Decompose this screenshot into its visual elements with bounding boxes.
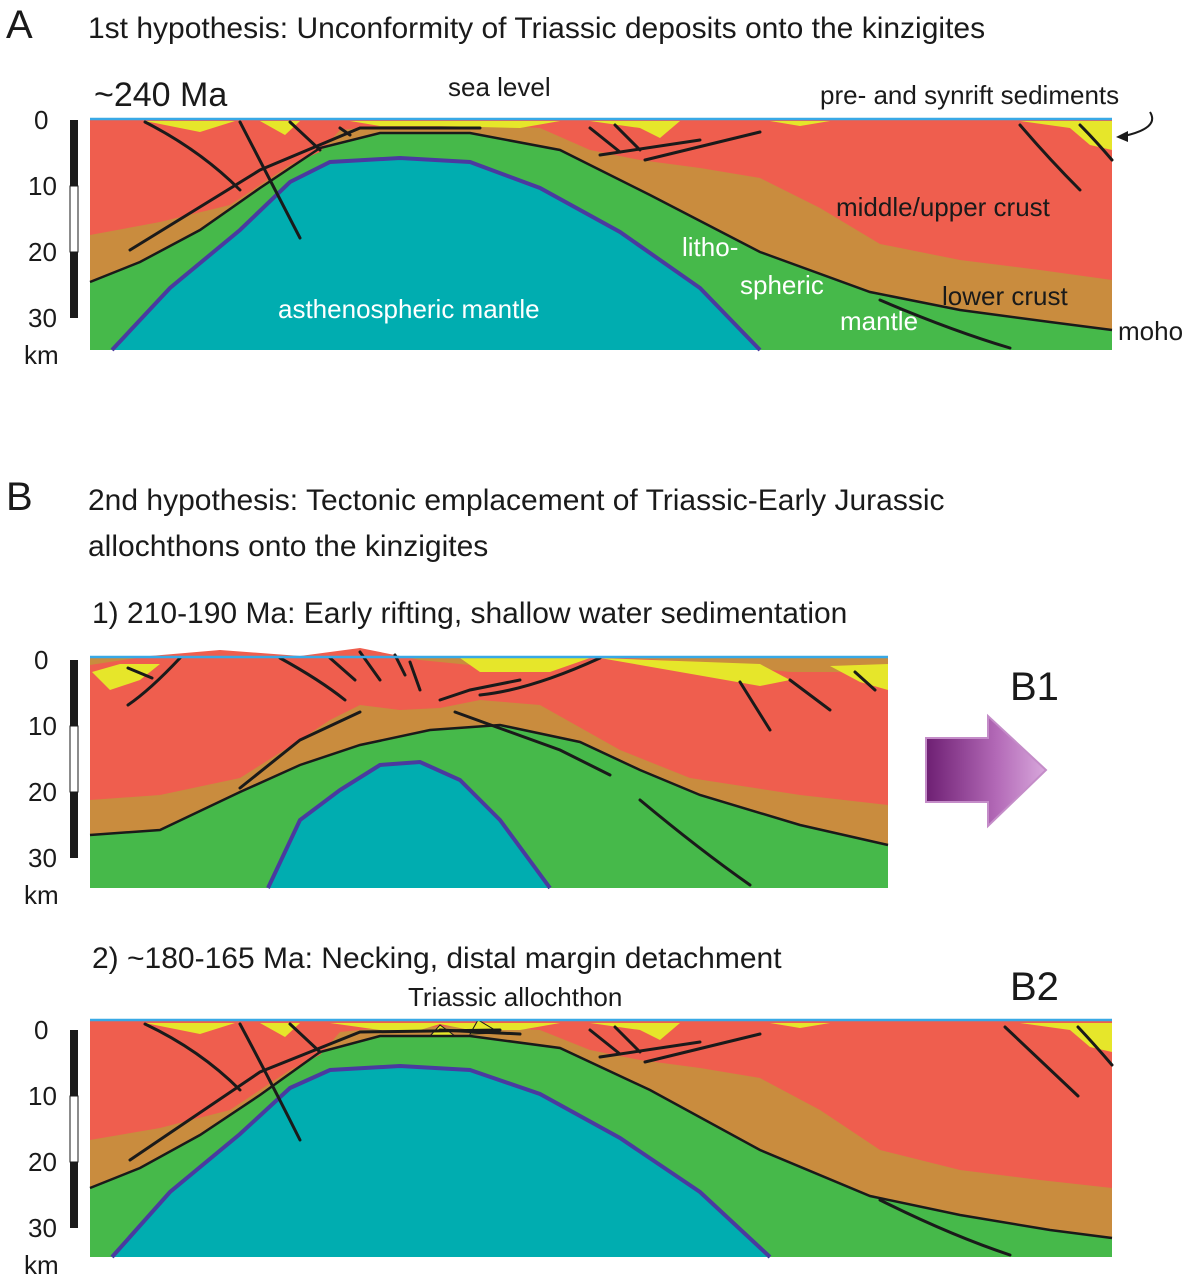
b1-moho (89, 723, 889, 847)
sediment-wedges (92, 121, 1112, 150)
panel-b-letter: B (6, 475, 33, 519)
depth-unit: km (24, 340, 59, 370)
panel-a-age: ~240 Ma (94, 76, 227, 114)
litho-label-2: spheric (740, 270, 824, 300)
sediments-label: pre- and synrift sediments (820, 80, 1119, 110)
b1-subtitle: 1) 210-190 Ma: Early rifting, shallow wa… (92, 597, 847, 630)
asthenosphere-label: asthenospheric mantle (278, 294, 540, 324)
b1-depth-unit: km (24, 880, 59, 910)
transition-arrow (925, 713, 1048, 829)
upper-crust-label: middle/upper crust (836, 192, 1051, 222)
depth-scale-b2: 0 10 20 30 km (24, 1015, 79, 1279)
b1-section (89, 648, 889, 890)
b1-depth-tick-10: 10 (28, 711, 57, 741)
b1-sediments (92, 658, 888, 690)
asthenospheric-mantle (112, 158, 760, 350)
panel-a-title: 1st hypothesis: Unconformity of Triassic… (88, 12, 985, 45)
b2-depth-tick-10: 10 (28, 1081, 57, 1111)
panel-a: A 1st hypothesis: Unconformity of Triass… (6, 3, 1183, 370)
b1-depth-tick-0: 0 (34, 645, 48, 675)
b2-asthenosphere (112, 1066, 770, 1257)
b2-depth-tick-30: 30 (28, 1213, 57, 1243)
panel-b: B 2nd hypothesis: Tectonic emplacement o… (6, 475, 1114, 1279)
panel-b-title-line1: 2nd hypothesis: Tectonic emplacement of … (88, 484, 944, 517)
b1-lab-line (266, 759, 552, 890)
lower-crust-label: lower crust (942, 281, 1068, 311)
b2-depth-unit: km (24, 1250, 59, 1279)
sediments-arrow-head (1116, 131, 1128, 142)
b2-section (89, 1018, 1114, 1259)
b1-depth-tick-20: 20 (28, 777, 57, 807)
panel-a-section (89, 117, 1114, 352)
b1-depth-tick-30: 30 (28, 843, 57, 873)
b2-sediments (92, 1023, 1112, 1052)
b1-tag: B1 (1010, 665, 1059, 709)
moho-line (89, 131, 1113, 332)
b2-lab-line (110, 1063, 772, 1259)
depth-tick-10: 10 (28, 171, 57, 201)
moho-label: moho (1118, 316, 1183, 346)
lab-boundary-line (110, 155, 762, 352)
sea-level-label: sea level (448, 72, 551, 102)
depth-tick-30: 30 (28, 303, 57, 333)
b2-depth-tick-0: 0 (34, 1015, 48, 1045)
b2-fault-lines (128, 1022, 1114, 1257)
depth-tick-0: 0 (34, 105, 48, 135)
sediments-arrow (1123, 111, 1154, 137)
upper-crust-layer (90, 118, 1112, 280)
b2-depth-tick-20: 20 (28, 1147, 57, 1177)
panel-a-letter: A (6, 3, 33, 47)
b2-subtitle: 2) ~180-165 Ma: Necking, distal margin d… (92, 942, 782, 975)
b2-moho (89, 1034, 1113, 1240)
depth-tick-20: 20 (28, 237, 57, 267)
b2-tag: B2 (1010, 965, 1059, 1009)
panel-b-title-line2: allochthons onto the kinzigites (88, 530, 488, 563)
b1-fault-lines (126, 650, 877, 887)
litho-label-3: mantle (840, 306, 918, 336)
b2-upper-crust (90, 1020, 1112, 1188)
depth-scale-a: 0 10 20 30 km (24, 105, 79, 370)
triassic-allochthon-label: Triassic allochthon (408, 982, 622, 1012)
depth-scale-b1: 0 10 20 30 km (24, 645, 79, 910)
b1-upper-crust (90, 648, 888, 805)
fault-lines (128, 120, 1114, 350)
litho-label-1: litho- (682, 232, 738, 262)
